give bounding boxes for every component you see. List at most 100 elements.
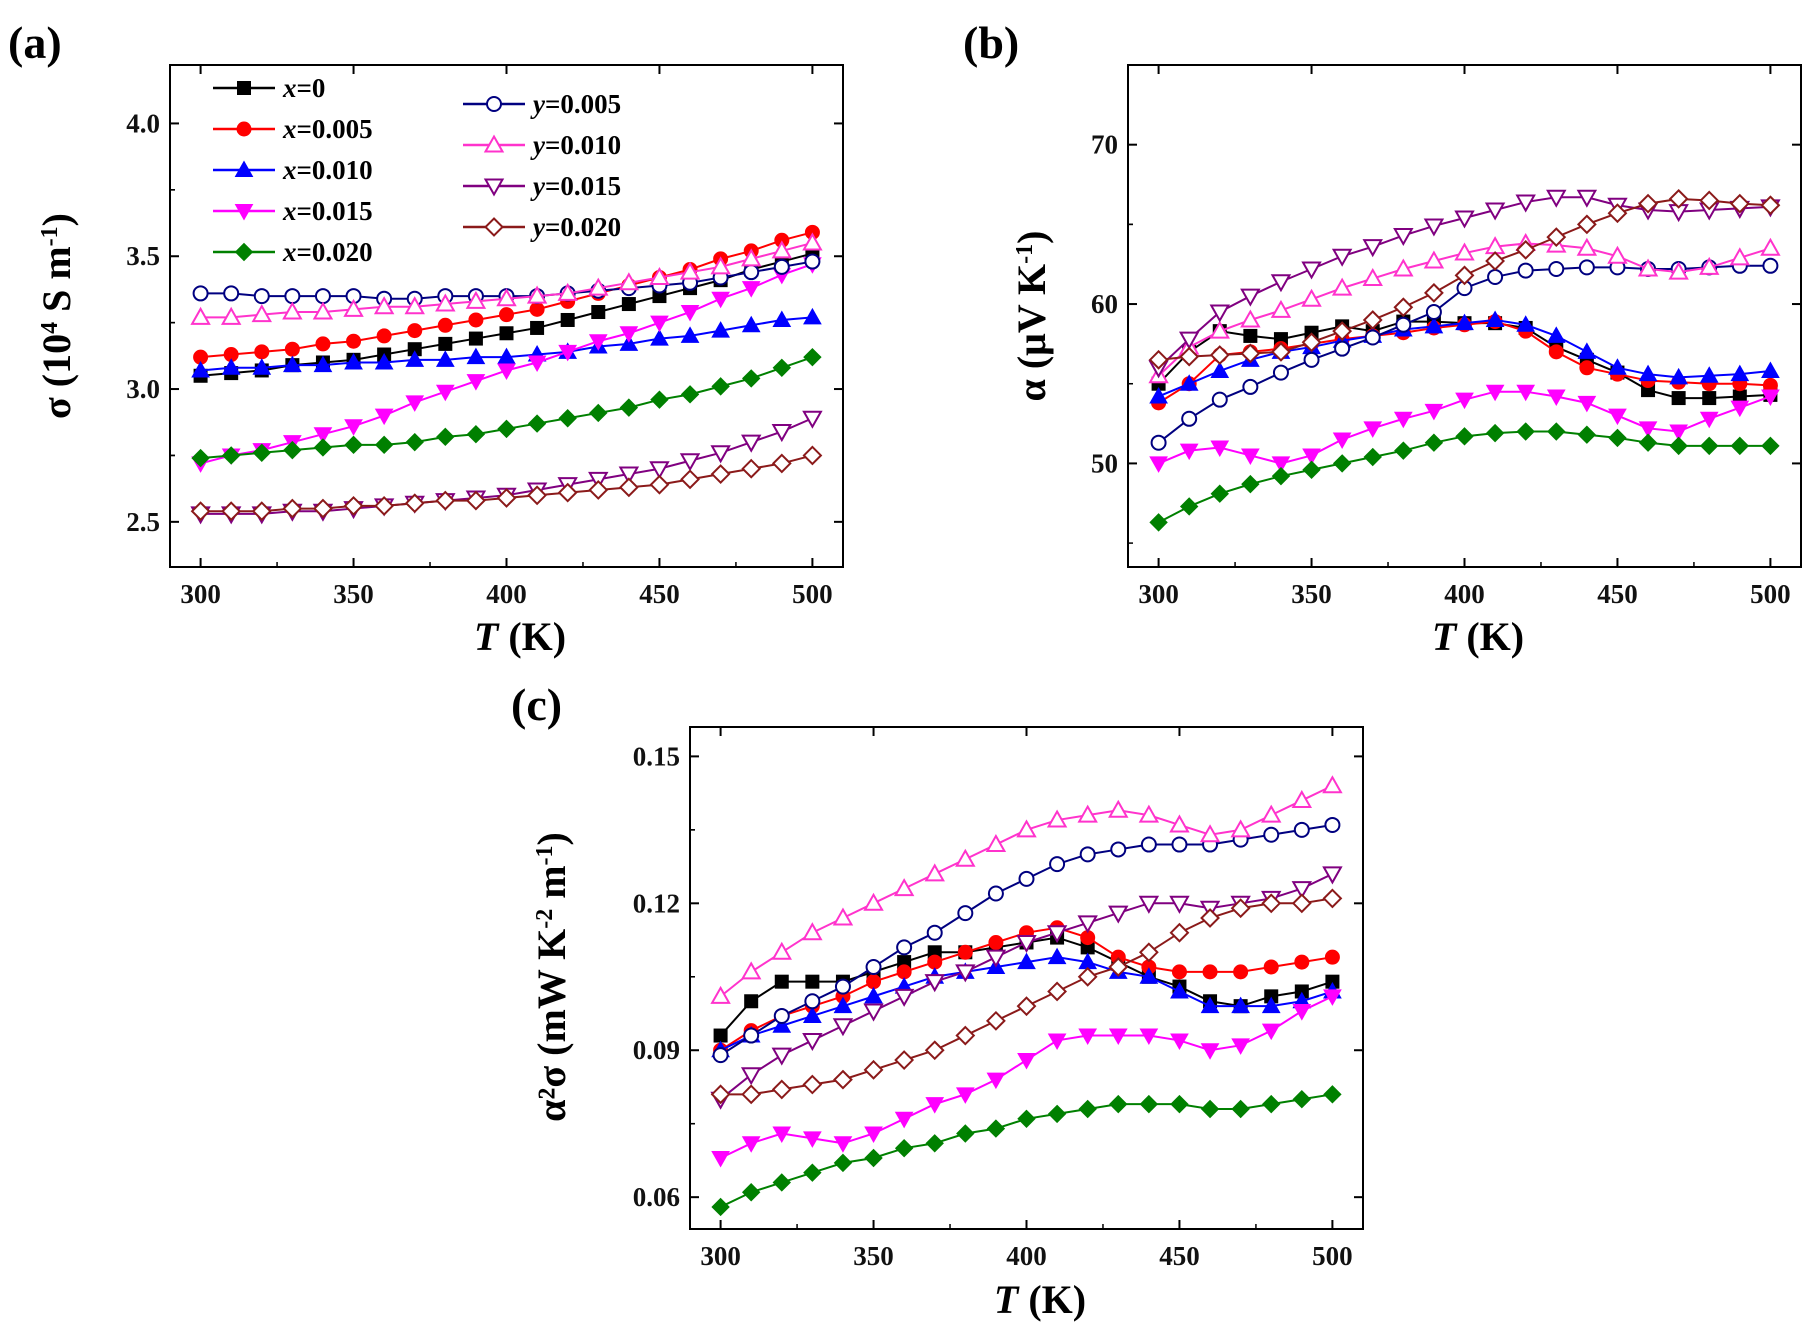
data-point-y010: [1362, 268, 1383, 287]
data-point-y015: [1240, 288, 1261, 307]
data-point-y015: [924, 974, 945, 993]
data-point-x005: [866, 974, 882, 990]
panel-label: (a): [8, 17, 62, 68]
legend-label-x015: x=0.015: [282, 196, 373, 226]
data-point-y010: [1046, 809, 1068, 828]
data-point-y020: [1138, 942, 1159, 963]
data-point-y020: [894, 1050, 915, 1070]
data-point-x020: [1139, 1094, 1159, 1114]
data-point-y005: [1150, 434, 1167, 451]
data-point-y005: [1018, 870, 1035, 887]
data-point-y010: [771, 941, 792, 960]
data-point-y015: [985, 949, 1007, 968]
data-point-x020: [1170, 1094, 1189, 1114]
data-point-x020: [1669, 436, 1688, 456]
y-axis-label-part: ): [34, 213, 79, 226]
data-point-y010: [1322, 775, 1343, 794]
data-point-y015: [863, 1003, 884, 1022]
data-point-y005: [804, 253, 821, 270]
legend-label-x0: x=0: [282, 73, 325, 103]
data-point-y015: [740, 1067, 762, 1086]
data-point-y010: [771, 240, 793, 259]
data-point-y020: [465, 490, 486, 511]
x-tick-label: 400: [1444, 579, 1485, 609]
data-point-x005: [988, 934, 1004, 950]
x-tick-label: 300: [700, 1241, 741, 1271]
x-axis-label-unit: (K): [508, 614, 566, 659]
data-point-x010: [221, 358, 241, 375]
data-point-x020: [1577, 425, 1597, 444]
data-point-x020: [1292, 1090, 1312, 1109]
data-point-x015: [313, 427, 333, 444]
x-axis-label-var: T: [474, 614, 508, 659]
data-point-y005: [1762, 257, 1779, 274]
data-point-x005: [1171, 964, 1187, 980]
data-point-x010: [1546, 326, 1566, 343]
data-point-y005: [1487, 268, 1504, 285]
data-point-x020: [1262, 1094, 1281, 1114]
data-point-y005: [1395, 316, 1412, 333]
data-point-x015: [1332, 432, 1352, 450]
data-point-x015: [1271, 456, 1291, 473]
data-point-x020: [772, 1173, 791, 1192]
legend-value: =0.005: [545, 89, 621, 119]
data-point-x020: [742, 369, 761, 388]
data-point-x015: [1302, 448, 1321, 465]
y-tick-label: 0.06: [633, 1182, 680, 1212]
data-point-x020: [1638, 433, 1658, 452]
series-y020: [710, 888, 1343, 1105]
x-tick-label: 350: [1291, 579, 1332, 609]
data-point-x020: [1017, 1109, 1036, 1129]
series-x010: [191, 307, 822, 378]
data-point-y020: [771, 453, 792, 474]
data-point-x010: [1017, 952, 1036, 970]
data-point-x015: [1761, 389, 1780, 406]
legend-var: y: [530, 130, 546, 160]
data-point-y020: [1230, 898, 1251, 919]
data-point-x010: [1699, 366, 1719, 383]
data-point-x020: [772, 358, 792, 378]
data-point-y015: [1291, 881, 1313, 900]
data-point-y005: [1578, 259, 1595, 276]
data-point-x020: [833, 1153, 853, 1173]
data-point-y005: [1293, 821, 1310, 838]
data-point-y010: [1240, 309, 1261, 328]
data-point-y010: [1291, 789, 1313, 808]
data-point-y005: [1263, 826, 1280, 843]
data-point-x010: [1577, 342, 1597, 359]
x-tick-label: 300: [1138, 579, 1179, 609]
data-point-y010: [741, 248, 762, 267]
data-point-y010: [1576, 237, 1598, 256]
data-point-x015: [1424, 403, 1444, 421]
data-point-x010: [191, 360, 210, 378]
data-point-y015: [1016, 934, 1037, 954]
data-point-y015: [893, 988, 915, 1007]
series-y020: [190, 445, 823, 522]
x-tick-label: 400: [1006, 1241, 1047, 1271]
y-tick-label: 0.15: [633, 741, 680, 771]
data-point-x015: [1047, 1033, 1067, 1050]
data-point-x005: [896, 964, 912, 980]
data-point-x015: [405, 395, 425, 412]
data-point-x0: [774, 974, 789, 989]
data-point-y020: [1576, 214, 1597, 235]
data-point-x005: [1324, 949, 1340, 965]
data-point-x0: [1243, 328, 1258, 343]
data-point-x015: [497, 363, 516, 380]
data-point-y005: [1079, 846, 1096, 863]
data-point-y015: [1362, 239, 1383, 258]
y-axis-label-part: -1: [532, 845, 558, 865]
data-point-x010: [1261, 996, 1281, 1014]
data-point-y020: [527, 485, 548, 506]
data-point-x010: [1516, 315, 1536, 332]
data-point-x0: [591, 305, 606, 320]
data-point-x010: [283, 355, 302, 373]
data-point-y015: [1454, 210, 1475, 229]
data-point-x015: [1638, 421, 1658, 438]
data-point-y015: [1138, 895, 1160, 914]
legend-var: x: [282, 237, 297, 267]
y-axis-label-part: α²σ (mW K: [529, 929, 574, 1122]
data-point-y020: [1301, 332, 1322, 353]
data-point-x010: [1455, 313, 1474, 331]
data-point-x020: [1210, 484, 1229, 503]
